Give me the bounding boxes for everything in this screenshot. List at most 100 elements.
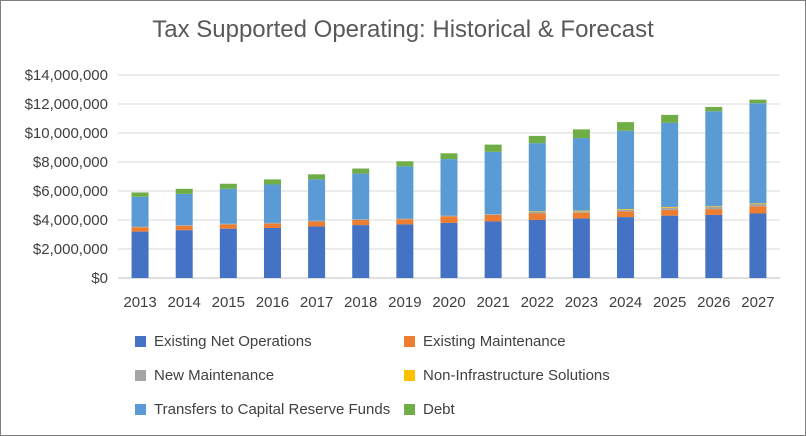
legend-label: Transfers to Capital Reserve Funds	[154, 401, 391, 418]
bar-segment	[263, 184, 281, 223]
legend-item: Debt	[404, 401, 455, 418]
bar-segment	[617, 130, 635, 210]
bar-segment	[484, 214, 502, 222]
legend-swatch	[135, 336, 146, 347]
bar-segment	[749, 213, 767, 278]
bar-segment	[263, 227, 281, 278]
bar-segment	[749, 204, 767, 207]
bar-segment	[219, 188, 237, 224]
bar-segment	[617, 122, 635, 131]
bar-segment	[396, 218, 414, 220]
bar-segment	[528, 220, 546, 278]
bar-segment	[484, 144, 502, 152]
x-tick-label: 2020	[432, 294, 465, 311]
y-tick-label: $6,000,000	[33, 183, 108, 200]
x-tick-label: 2018	[344, 294, 377, 311]
bar-segment	[131, 196, 149, 227]
x-tick-label: 2026	[697, 294, 730, 311]
legend-swatch	[135, 370, 146, 381]
bar-segment	[131, 231, 149, 278]
bar-segment	[528, 135, 546, 144]
bar-segment	[396, 224, 414, 278]
bar-segment	[705, 111, 723, 207]
bar-segment	[705, 206, 723, 210]
bar-segment	[617, 209, 635, 212]
bar-segment	[175, 225, 193, 226]
legend-item: Existing Net Operations	[135, 333, 312, 350]
bar-segment	[528, 143, 546, 212]
bar-segment	[131, 192, 149, 197]
bar-segment	[528, 213, 546, 220]
legend-label: New Maintenance	[154, 367, 275, 384]
legend-label: Non-Infrastructure Solutions	[423, 367, 610, 384]
bar-segment	[219, 223, 237, 225]
y-tick-label: $10,000,000	[25, 125, 108, 142]
bar-segment	[749, 103, 767, 204]
bar-segment	[705, 214, 723, 278]
bar-segment	[219, 183, 237, 189]
x-tick-label: 2025	[653, 294, 686, 311]
x-tick-label: 2013	[123, 294, 156, 311]
x-tick-label: 2014	[168, 294, 201, 311]
y-tick-label: $2,000,000	[33, 241, 108, 258]
bar-segment	[308, 179, 326, 221]
bar-segment	[131, 226, 149, 228]
bar-segment	[440, 153, 458, 160]
bar-segment	[484, 221, 502, 278]
y-tick-label: $8,000,000	[33, 154, 108, 171]
bar-segment	[705, 206, 723, 207]
bar-segment	[263, 223, 281, 228]
bar-segment	[352, 220, 370, 226]
x-tick-label: 2022	[521, 294, 554, 311]
x-tick-label: 2017	[300, 294, 333, 311]
bar-segment	[308, 174, 326, 180]
bar-segment	[352, 173, 370, 220]
bar-segment	[440, 159, 458, 216]
bar-segment	[572, 211, 590, 213]
bar-segment	[661, 122, 679, 207]
y-tick-label: $0	[91, 270, 108, 287]
bar-segment	[617, 217, 635, 278]
bar-segment	[219, 228, 237, 278]
bar-segment	[440, 215, 458, 217]
x-tick-label: 2015	[212, 294, 245, 311]
bar-segment	[440, 216, 458, 223]
bar-segment	[617, 211, 635, 218]
bar-segment	[352, 219, 370, 220]
bar-segment	[175, 225, 193, 231]
legend-item: Transfers to Capital Reserve Funds	[135, 401, 390, 418]
bar-segment	[352, 168, 370, 174]
bar-segment	[572, 129, 590, 139]
x-tick-label: 2027	[741, 294, 774, 311]
bar-segment	[175, 230, 193, 278]
legend-label: Existing Maintenance	[423, 333, 566, 350]
bar-segment	[661, 207, 679, 210]
legend-swatch	[404, 404, 415, 415]
bar-segment	[484, 151, 502, 215]
bar-segment	[705, 209, 723, 215]
legend-item: Non-Infrastructure Solutions	[404, 367, 610, 384]
bar-segment	[396, 166, 414, 219]
bar-segment	[528, 211, 546, 213]
bar-segment	[705, 106, 723, 112]
bar-segment	[308, 220, 326, 222]
bar-segment	[749, 206, 767, 214]
bar-segment	[308, 221, 326, 227]
bar-segment	[572, 138, 590, 211]
x-tick-label: 2024	[609, 294, 642, 311]
bar-segment	[661, 209, 679, 216]
bar-segment	[308, 226, 326, 278]
y-tick-label: $12,000,000	[25, 96, 108, 113]
bar-segment	[352, 225, 370, 278]
bar-segment	[263, 222, 281, 224]
y-tick-label: $4,000,000	[33, 212, 108, 229]
legend-item: New Maintenance	[135, 367, 274, 384]
legend-label: Existing Net Operations	[154, 333, 312, 350]
bar-segment	[440, 222, 458, 278]
bar-segment	[661, 215, 679, 278]
bar-segment	[572, 210, 590, 212]
y-tick-label: $14,000,000	[25, 67, 108, 84]
legend-swatch	[404, 370, 415, 381]
legend-item: Existing Maintenance	[404, 333, 566, 350]
